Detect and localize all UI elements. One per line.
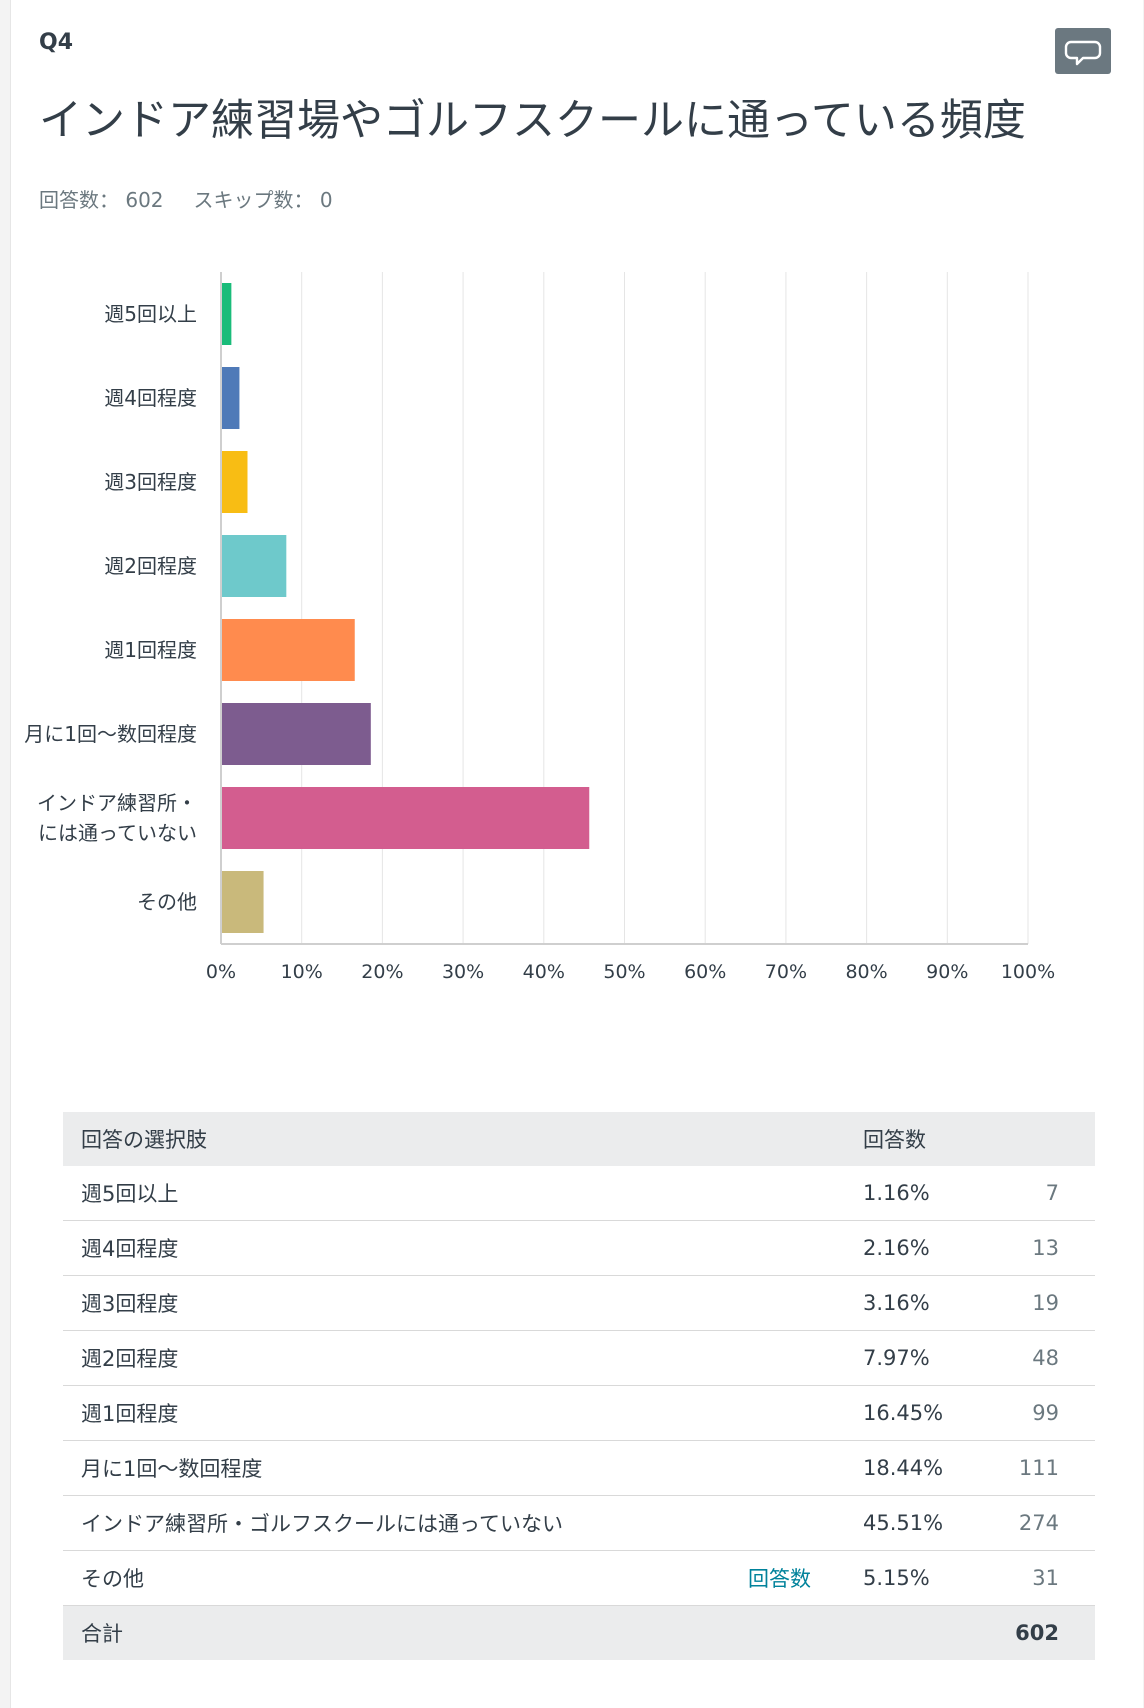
view-responses-link[interactable]: 回答数 <box>748 1567 811 1591</box>
row-choice: 月に1回～数回程度 <box>63 1440 845 1496</box>
row-count: 19 <box>981 1275 1095 1331</box>
table-row: 週3回程度 3.16% 19 <box>63 1275 1095 1331</box>
category-label: インドア練習所・ <box>37 791 197 815</box>
speech-bubble-icon <box>1064 40 1102 66</box>
row-percent: 7.97% <box>845 1330 981 1386</box>
chart-bars <box>222 283 590 933</box>
row-choice: 週4回程度 <box>63 1220 845 1276</box>
table-header-row: 回答の選択肢 回答数 <box>63 1112 1095 1166</box>
row-percent: 18.44% <box>845 1440 981 1496</box>
total-label: 合計 <box>63 1605 845 1660</box>
category-label: 週5回以上 <box>104 302 197 326</box>
row-count: 31 <box>981 1550 1095 1606</box>
x-tick-label: 90% <box>926 961 968 983</box>
chart-x-ticks: 0% 10% 20% 30% 40% 50% 60% 70% 80% 90% 100% <box>206 961 1055 983</box>
row-count: 13 <box>981 1220 1095 1276</box>
row-count: 48 <box>981 1330 1095 1386</box>
x-tick-label: 40% <box>523 961 565 983</box>
results-table: 回答の選択肢 回答数 週5回以上 1.16% 7 週4回程度 2.16% 13 … <box>63 1112 1095 1660</box>
row-choice: その他 回答数 <box>63 1550 845 1606</box>
row-choice: 週5回以上 <box>63 1166 845 1221</box>
row-percent: 45.51% <box>845 1495 981 1551</box>
category-label: 週3回程度 <box>104 470 197 494</box>
bar[interactable] <box>222 619 355 681</box>
x-tick-label: 100% <box>1001 961 1055 983</box>
row-count: 274 <box>981 1495 1095 1551</box>
table-row: 週2回程度 7.97% 48 <box>63 1330 1095 1386</box>
table-row: その他 回答数 5.15% 31 <box>63 1550 1095 1606</box>
x-tick-label: 0% <box>206 961 236 983</box>
question-title: インドア練習場やゴルフスクールに通っている頻度 <box>39 96 1026 146</box>
x-tick-label: 60% <box>684 961 726 983</box>
table-row: 週1回程度 16.45% 99 <box>63 1385 1095 1441</box>
table-total-row: 合計 602 <box>63 1605 1095 1660</box>
category-label: その他 <box>137 890 197 914</box>
x-tick-label: 20% <box>361 961 403 983</box>
response-stats: 回答数： 602 スキップ数： 0 <box>39 184 333 213</box>
bar[interactable] <box>222 283 232 345</box>
x-tick-label: 50% <box>603 961 645 983</box>
bar[interactable] <box>222 871 264 933</box>
category-label: 月に1回～数回程度 <box>24 722 197 746</box>
question-number: Q4 <box>39 30 74 55</box>
row-count: 7 <box>981 1166 1095 1221</box>
bar[interactable] <box>222 451 248 513</box>
bar[interactable] <box>222 787 590 849</box>
row-percent: 5.15% <box>845 1550 981 1606</box>
skipped-count: スキップ数： 0 <box>193 188 333 212</box>
row-percent: 16.45% <box>845 1385 981 1441</box>
total-spacer <box>845 1605 981 1660</box>
x-tick-label: 10% <box>281 961 323 983</box>
row-choice: 週2回程度 <box>63 1330 845 1386</box>
chart-category-labels: 週5回以上週4回程度週3回程度週2回程度週1回程度月に1回～数回程度インドア練習… <box>24 302 197 914</box>
row-choice: 週1回程度 <box>63 1385 845 1441</box>
table-row: インドア練習所・ゴルフスクールには通っていない 45.51% 274 <box>63 1495 1095 1551</box>
comment-button[interactable] <box>1055 28 1111 74</box>
chart-gridlines <box>220 272 1029 945</box>
x-tick-label: 70% <box>765 961 807 983</box>
row-percent: 3.16% <box>845 1275 981 1331</box>
bar-chart: 週5回以上週4回程度週3回程度週2回程度週1回程度月に1回～数回程度インドア練習… <box>24 272 1055 983</box>
row-choice: 週3回程度 <box>63 1275 845 1331</box>
x-tick-label: 30% <box>442 961 484 983</box>
table-row: 週4回程度 2.16% 13 <box>63 1220 1095 1276</box>
row-percent: 1.16% <box>845 1166 981 1221</box>
header-count: 回答数 <box>845 1112 1095 1166</box>
header-choice: 回答の選択肢 <box>63 1112 845 1166</box>
row-choice-label: その他 <box>81 1567 144 1591</box>
question-card: Q4 インドア練習場やゴルフスクールに通っている頻度 回答数： 602 スキップ数… <box>10 0 1143 1708</box>
category-label: 週4回程度 <box>104 386 197 410</box>
total-count: 602 <box>981 1605 1095 1660</box>
answered-count: 回答数： 602 <box>39 188 164 212</box>
bar[interactable] <box>222 703 371 765</box>
row-count: 99 <box>981 1385 1095 1441</box>
table-row: 月に1回～数回程度 18.44% 111 <box>63 1440 1095 1496</box>
table-row: 週5回以上 1.16% 7 <box>63 1166 1095 1221</box>
row-choice: インドア練習所・ゴルフスクールには通っていない <box>63 1495 845 1551</box>
bar[interactable] <box>222 535 287 597</box>
row-percent: 2.16% <box>845 1220 981 1276</box>
row-count: 111 <box>981 1440 1095 1496</box>
category-label: 週1回程度 <box>104 638 197 662</box>
x-tick-label: 80% <box>845 961 887 983</box>
bar[interactable] <box>222 367 240 429</box>
category-label: 週2回程度 <box>104 554 197 578</box>
category-label: には通っていない <box>38 821 197 845</box>
